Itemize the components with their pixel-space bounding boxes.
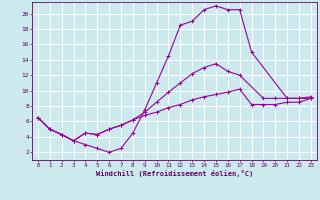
X-axis label: Windchill (Refroidissement éolien,°C): Windchill (Refroidissement éolien,°C) xyxy=(96,170,253,177)
